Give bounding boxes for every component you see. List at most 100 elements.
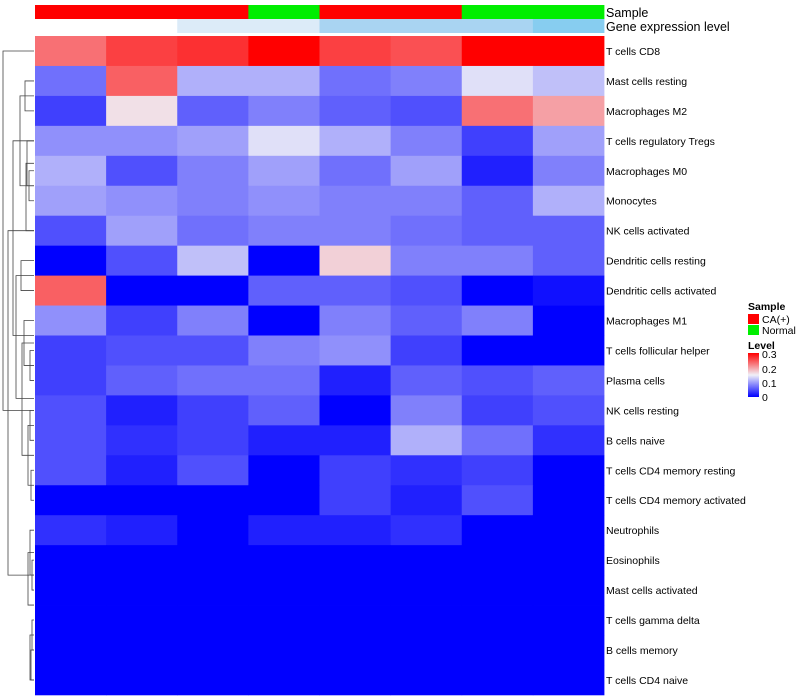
dendrogram-branch (7, 230, 34, 576)
heatmap-cell (532, 575, 605, 606)
heatmap-cell (319, 335, 392, 366)
heatmap-cell (177, 575, 249, 606)
heatmap-cell (35, 335, 107, 366)
heatmap-cell (532, 305, 605, 336)
heatmap-cell (106, 65, 178, 97)
heatmap-cell (319, 515, 392, 546)
row-label: B cells memory (606, 645, 679, 657)
heatmap-cell (532, 515, 605, 546)
heatmap-cell (35, 305, 107, 336)
legend-swatch-normal (748, 325, 759, 335)
heatmap-cell (35, 245, 107, 276)
heatmap-cell (390, 635, 463, 666)
heatmap-cell (390, 425, 463, 456)
heatmap-cell (35, 485, 107, 516)
heatmap-cell (390, 395, 463, 426)
heatmap-cell (461, 485, 534, 516)
heatmap-cell (461, 575, 534, 606)
legend-sample: Sample CA(+) Normal (748, 301, 796, 337)
heatmap-cell (390, 575, 463, 606)
heatmap-cell (532, 485, 605, 516)
heatmap-cell (106, 36, 178, 67)
heatmap-cell (461, 95, 534, 127)
heatmap-cell (106, 275, 178, 306)
heatmap-cell (461, 185, 534, 217)
heatmap-cell (319, 125, 392, 157)
heatmap-cell (248, 305, 320, 336)
heatmap-cell (35, 365, 107, 396)
row-label: Macrophages M0 (606, 166, 687, 178)
expression-annotation-cell (248, 19, 320, 33)
heatmap-cell (106, 515, 178, 546)
heatmap-cell (106, 155, 178, 187)
dendrogram-branch (21, 342, 34, 456)
heatmap-cell (390, 65, 463, 97)
heatmap-cell (248, 635, 320, 666)
heatmap-cell (106, 95, 178, 127)
legend-level-colorbar (748, 353, 759, 397)
expression-annotation-cell (177, 19, 249, 33)
heatmap-cell (248, 545, 320, 576)
row-label: NK cells activated (606, 226, 690, 238)
row-label: Monocytes (606, 196, 657, 208)
heatmap-cell (461, 365, 534, 396)
heatmap-cell (532, 65, 605, 97)
heatmap-cell (319, 635, 392, 666)
heatmap-cell (461, 36, 534, 67)
heatmap-cell (177, 365, 249, 396)
heatmap-cell (248, 605, 320, 636)
heatmap-cell (177, 635, 249, 666)
heatmap-cell (532, 95, 605, 127)
heatmap-cell (390, 485, 463, 516)
heatmap-cell (319, 605, 392, 636)
row-label: T cells gamma delta (606, 615, 700, 627)
sample-annotation-cell (177, 5, 249, 19)
heatmap-cell (177, 305, 249, 336)
heatmap-cell (248, 36, 320, 67)
heatmap-cell (106, 545, 178, 576)
heatmap-cell (35, 425, 107, 456)
heatmap-cell (177, 605, 249, 636)
heatmap-cell (532, 125, 605, 157)
heatmap-cell (532, 605, 605, 636)
heatmap-cell (319, 36, 392, 67)
heatmap-cell (35, 605, 107, 636)
heatmap-cell (177, 65, 249, 97)
row-label: Dendritic cells activated (606, 286, 716, 298)
row-label: T cells CD4 naive (606, 675, 688, 687)
legend-level: Level 0.3 0.2 0.1 0 (748, 340, 777, 404)
heatmap-cell (532, 335, 605, 366)
legend-label-normal: Normal (762, 325, 796, 337)
heatmap-cell (461, 425, 534, 456)
heatmap-cell (35, 545, 107, 576)
dendrogram-branch (29, 634, 34, 681)
heatmap-cell (461, 215, 534, 247)
row-label: T cells CD8 (606, 46, 660, 58)
heatmap-cell (35, 395, 107, 426)
sample-annotation-cell (461, 5, 534, 19)
heatmap-cell (390, 664, 463, 696)
heatmap-cell (319, 275, 392, 306)
heatmap-cell (390, 155, 463, 187)
heatmap-cell (461, 125, 534, 157)
heatmap-cell (177, 215, 249, 247)
heatmap-cell (319, 305, 392, 336)
heatmap-cell (319, 65, 392, 97)
row-dendrogram (2, 50, 34, 681)
heatmap-cell (319, 155, 392, 187)
heatmap-cell (35, 185, 107, 217)
dendrogram-branch (15, 275, 34, 399)
annotation-label-expression: Gene expression level (606, 20, 730, 34)
heatmap-cell (177, 515, 249, 546)
heatmap-cell (248, 395, 320, 426)
row-label: Macrophages M2 (606, 106, 687, 118)
heatmap-cell (532, 275, 605, 306)
heatmap-cell (319, 215, 392, 247)
heatmap-cell (106, 185, 178, 217)
heatmap-cell (532, 664, 605, 696)
heatmap-cell (248, 65, 320, 97)
row-label: T cells follicular helper (606, 345, 710, 357)
sample-annotation-cell (35, 5, 107, 19)
heatmap-cell (319, 485, 392, 516)
heatmap-cell (248, 515, 320, 546)
